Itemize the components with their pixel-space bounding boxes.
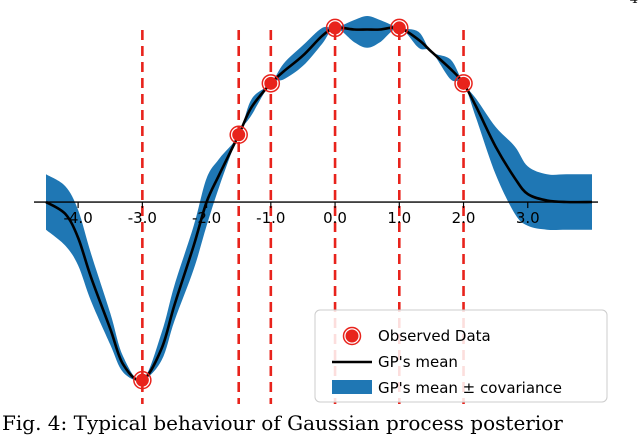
point-layer <box>133 18 473 390</box>
x-tick-label-3: -1.0 <box>256 209 285 227</box>
legend-box <box>314 309 608 403</box>
legend-band-swatch <box>332 380 372 394</box>
observed-point-ring-2 <box>261 74 281 93</box>
x-tick-label-4: 0.0 <box>323 209 347 227</box>
observed-point-2 <box>264 76 278 90</box>
observed-point-0 <box>135 373 149 387</box>
gp-mean-line <box>45 26 593 382</box>
observed-point-4 <box>392 21 406 35</box>
x-tick-label-7: 3.0 <box>516 209 540 227</box>
observed-point-ring-4 <box>390 18 409 38</box>
observed-point-3 <box>328 21 342 35</box>
legend: Observed Data GP's mean GP's mean ± cova… <box>314 309 608 403</box>
observed-point-1 <box>232 128 246 142</box>
observed-point-ring-5 <box>454 74 473 93</box>
legend-label-observed: Observed Data <box>378 327 491 345</box>
band-layer <box>46 16 592 381</box>
legend-observed-marker-outer <box>342 326 362 346</box>
legend-label-band: GP's mean ± covariance <box>378 379 562 397</box>
x-ticks: -4.0 -3.0 -2.0 -1.0 0.0 1.0 2.0 3.0 <box>63 202 540 227</box>
observed-point-ring-3 <box>325 18 345 38</box>
figure-caption: Fig. 4: Typical behaviour of Gaussian pr… <box>2 411 563 435</box>
legend-label-mean: GP's mean <box>378 353 458 371</box>
x-tick-label-1: -3.0 <box>128 209 157 227</box>
gp-chart: -4.0 -3.0 -2.0 -1.0 0.0 1.0 2.0 3.0 Observed Da… <box>34 16 608 404</box>
observed-point-ring-1 <box>229 125 248 145</box>
x-tick-label-2: -2.0 <box>192 209 221 227</box>
observed-point-ring-0 <box>133 370 152 390</box>
legend-observed-marker <box>345 329 359 343</box>
observed-point-5 <box>457 76 471 90</box>
covariance-band <box>46 16 592 381</box>
x-tick-label-5: 1.0 <box>387 209 411 227</box>
mean-layer <box>45 26 593 382</box>
x-tick-label-6: 2.0 <box>452 209 476 227</box>
corner-mark: 4 <box>630 0 638 7</box>
